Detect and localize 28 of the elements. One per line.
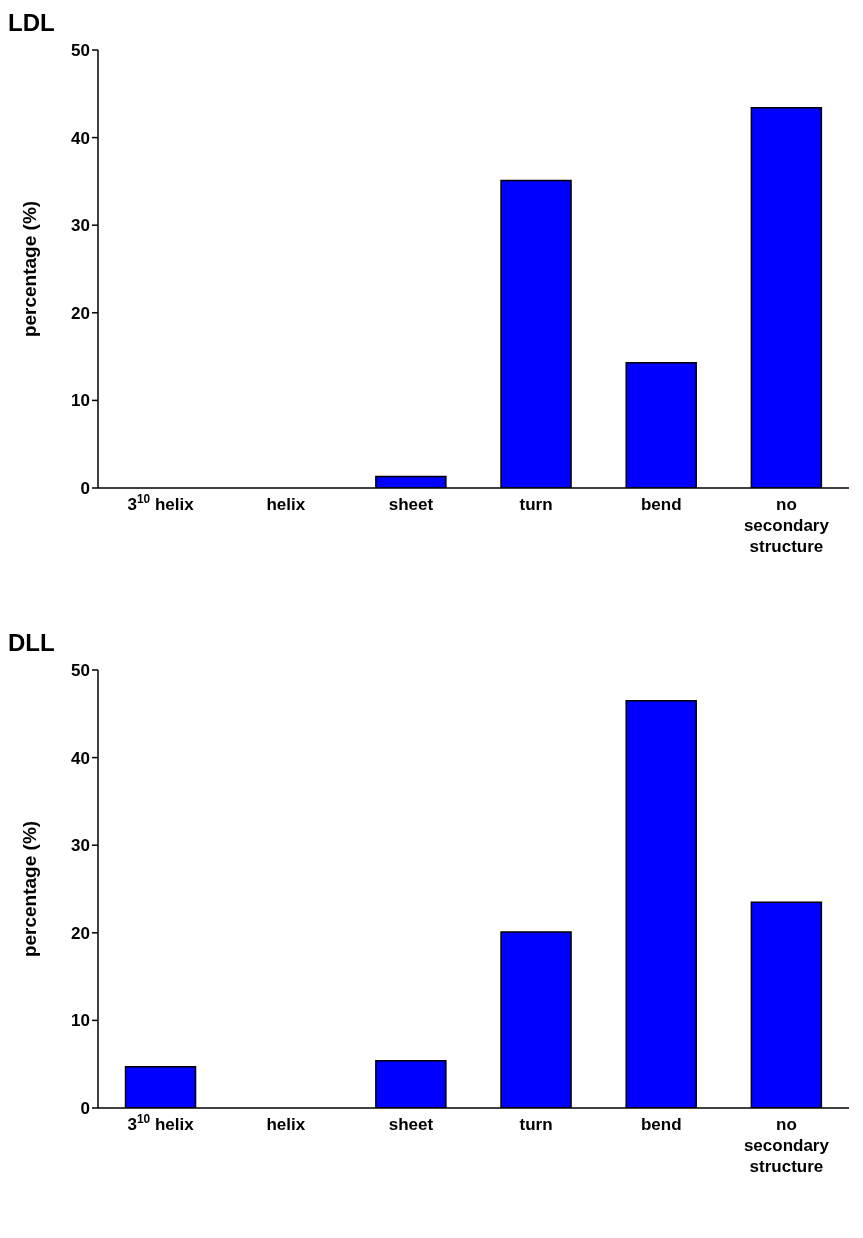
x-tick-label: sheet [388,495,434,514]
x-tick-label: no secondary structure [743,495,830,556]
y-tick-label: 0 [80,479,90,499]
y-tick-label: 30 [71,216,90,236]
y-tick-label: 50 [71,661,90,681]
x-tick-label: 3$^{10}$ helix [127,492,195,514]
y-tick-label: 20 [71,923,90,943]
y-tick-label: 40 [71,128,90,148]
y-tick-label: 20 [71,303,90,323]
x-tick-label: turn [519,1115,553,1134]
y-axis-title: percentage (%) [18,200,40,338]
y-tick-label: 30 [71,836,90,856]
y-tick-label: 40 [71,748,90,768]
y-axis-title: percentage (%) [18,820,40,958]
x-tick-label: 3$^{10}$ helix [127,1112,195,1134]
x-tick-label: bend [640,495,682,514]
y-tick-label: 50 [71,41,90,61]
chart-title: LDL [8,8,56,38]
x-tick-label: helix [266,1115,306,1134]
chart-title: DLL [8,628,56,658]
y-tick-label: 10 [71,391,90,411]
x-tick-label: sheet [388,1115,434,1134]
x-tick-label: turn [519,495,553,514]
x-tick-label: helix [266,495,306,514]
y-tick-label: 0 [80,1099,90,1119]
x-tick-label: bend [640,1115,682,1134]
x-tick-label: no secondary structure [743,1115,830,1176]
y-tick-label: 10 [71,1011,90,1031]
